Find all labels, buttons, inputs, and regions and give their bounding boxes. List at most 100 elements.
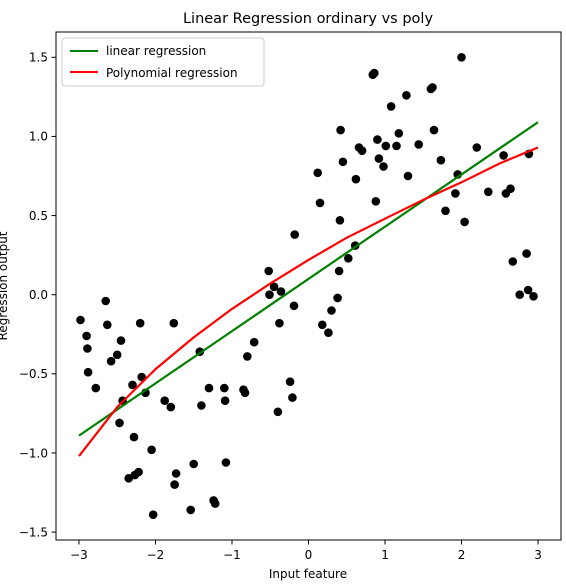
data-point xyxy=(221,458,231,467)
data-point xyxy=(290,230,300,239)
data-point xyxy=(324,328,333,338)
regression-lines xyxy=(78,121,539,457)
data-point xyxy=(386,102,396,111)
data-point xyxy=(451,189,460,198)
x-axis-ticks: −3 −2 −1 0 1 2 3 xyxy=(70,540,542,562)
data-point xyxy=(333,293,342,303)
data-point xyxy=(428,83,437,92)
data-point xyxy=(379,162,388,171)
data-point xyxy=(135,318,145,328)
y-tick-label: 0.5 xyxy=(29,209,48,223)
data-point xyxy=(264,266,274,276)
data-point xyxy=(371,197,381,206)
data-point xyxy=(265,290,274,300)
data-point xyxy=(334,266,344,276)
data-point xyxy=(115,418,124,428)
data-point xyxy=(336,125,345,135)
data-point xyxy=(499,151,508,160)
linear-regression-line xyxy=(78,121,539,437)
data-point xyxy=(523,285,533,295)
data-point xyxy=(243,352,252,361)
data-point xyxy=(197,401,206,410)
data-point xyxy=(220,396,230,406)
data-point xyxy=(429,125,439,135)
legend-label-linear: linear regression xyxy=(106,44,206,58)
x-tick-label: −2 xyxy=(147,548,165,562)
data-point xyxy=(269,282,279,292)
data-point xyxy=(344,253,353,263)
data-point xyxy=(210,499,220,508)
legend: linear regression Polynomial regression xyxy=(61,37,265,87)
data-point xyxy=(338,157,348,167)
data-point xyxy=(106,356,116,366)
data-point xyxy=(472,143,482,152)
data-point xyxy=(381,141,391,151)
data-point xyxy=(318,320,327,330)
data-point xyxy=(249,337,259,347)
y-tick-label: 0.0 xyxy=(29,288,48,302)
data-point xyxy=(515,290,524,300)
y-axis-ticks: −1.5 −1.0 −0.5 0.0 0.5 1.0 1.5 xyxy=(19,51,56,539)
data-point xyxy=(134,467,143,477)
data-point xyxy=(240,388,250,398)
data-point xyxy=(204,383,214,393)
data-point xyxy=(315,198,325,208)
x-tick-label: 0 xyxy=(305,548,313,562)
data-point xyxy=(370,68,379,78)
data-point xyxy=(103,320,112,330)
data-point xyxy=(82,331,91,341)
data-point xyxy=(273,407,283,417)
data-point xyxy=(147,445,156,455)
data-point xyxy=(529,292,538,301)
data-point xyxy=(129,432,139,442)
x-tick-label: 1 xyxy=(381,548,389,562)
data-point xyxy=(91,383,101,393)
data-point xyxy=(220,383,229,393)
data-point xyxy=(351,174,361,184)
data-point xyxy=(403,171,413,181)
data-point xyxy=(160,396,169,406)
data-point xyxy=(112,350,122,360)
x-tick-label: −3 xyxy=(70,548,88,562)
data-point xyxy=(275,318,284,328)
data-point xyxy=(508,257,518,266)
data-point xyxy=(506,184,515,193)
x-tick-label: 2 xyxy=(458,548,466,562)
y-tick-label: 1.0 xyxy=(29,130,48,144)
data-point xyxy=(335,216,345,225)
data-point xyxy=(171,469,181,478)
data-point xyxy=(357,146,367,155)
data-point xyxy=(83,367,93,377)
data-point xyxy=(313,168,323,178)
data-point xyxy=(83,344,92,353)
y-tick-label: −0.5 xyxy=(19,367,48,381)
data-point xyxy=(276,287,286,296)
chart-title: Linear Regression ordinary vs poly xyxy=(183,11,433,27)
plot-area xyxy=(56,32,561,540)
data-point xyxy=(374,154,384,163)
data-point xyxy=(327,306,336,315)
data-point xyxy=(116,336,126,345)
data-point xyxy=(436,155,446,165)
scatter-points xyxy=(76,53,538,519)
y-axis-label: Regression output xyxy=(0,231,10,340)
data-point xyxy=(484,187,493,197)
x-tick-label: −1 xyxy=(223,548,241,562)
data-point xyxy=(189,459,198,469)
data-point xyxy=(166,402,176,412)
data-point xyxy=(186,505,195,515)
data-point xyxy=(414,140,424,149)
data-point xyxy=(288,393,297,402)
polynomial-regression-line xyxy=(78,146,539,457)
data-point xyxy=(285,377,295,387)
y-tick-label: −1.5 xyxy=(19,525,48,539)
data-point xyxy=(457,53,466,62)
data-point xyxy=(289,301,299,311)
data-point xyxy=(373,135,382,144)
x-axis-label: Input feature xyxy=(269,567,347,581)
data-point xyxy=(169,318,179,328)
data-point xyxy=(402,91,411,100)
y-tick-label: −1.0 xyxy=(19,446,48,460)
x-tick-label: 3 xyxy=(534,548,542,562)
